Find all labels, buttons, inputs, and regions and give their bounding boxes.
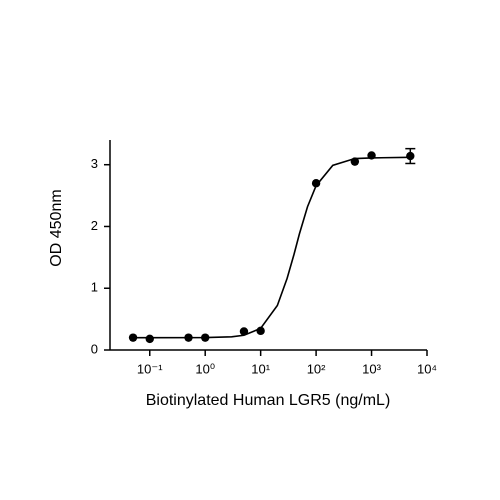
data-point	[350, 157, 360, 166]
data-point	[201, 333, 210, 342]
x-tick-label: 10³	[362, 361, 381, 376]
data-point	[256, 326, 265, 336]
y-tick-label: 1	[91, 280, 98, 295]
y-tick-label: 0	[91, 341, 98, 356]
x-axis-title: Biotinylated Human LGR5 (ng/mL)	[146, 392, 391, 409]
x-tick-label: 10¹	[251, 361, 270, 376]
x-tick-label: 10⁰	[195, 361, 215, 376]
y-tick-label: 2	[91, 218, 98, 233]
data-point	[128, 333, 138, 342]
data-point	[184, 333, 193, 342]
y-axis-title: OD 450nm	[48, 189, 65, 266]
data-point	[367, 151, 376, 160]
x-tick-label: 10⁻¹	[137, 361, 163, 376]
data-point	[406, 151, 415, 161]
data-point	[145, 334, 154, 344]
x-tick-label: 10²	[307, 361, 326, 376]
data-point	[239, 327, 249, 336]
x-tick-label: 10⁴	[417, 361, 437, 376]
fit-curve	[133, 156, 411, 339]
y-tick-label: 3	[91, 156, 98, 171]
data-point	[311, 179, 321, 188]
